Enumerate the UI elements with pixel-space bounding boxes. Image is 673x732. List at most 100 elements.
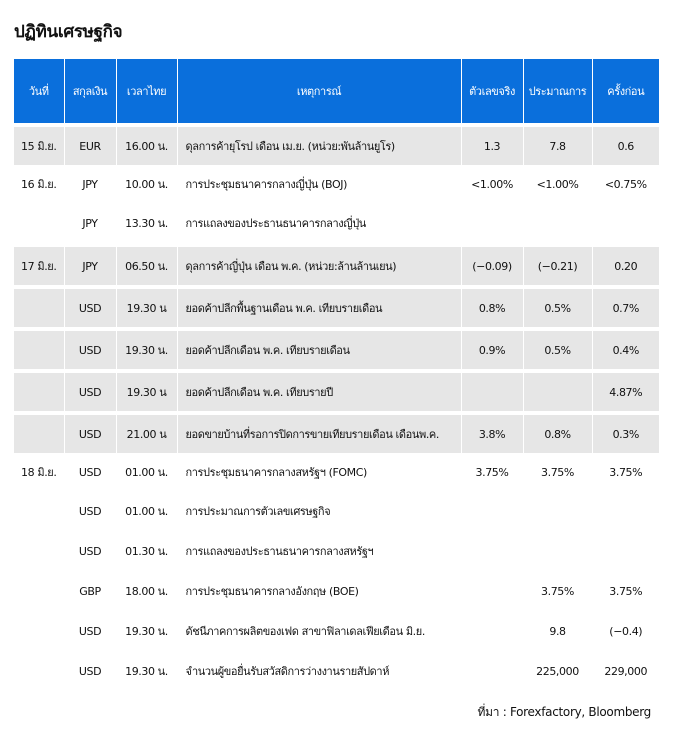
header-previous: ครั้งก่อน: [592, 59, 659, 123]
cell-event: ดัชนีภาคการผลิตของเฟด สาขาฟิลาเดลเฟียเดื…: [177, 611, 462, 651]
cell-actual: 1.3: [461, 127, 524, 165]
cell-event: ยอดค้าปลีกเดือน พ.ค. เทียบรายเดือน: [177, 331, 462, 369]
table-row: USD 19.30 น. ดัชนีภาคการผลิตของเฟด สาขาฟ…: [14, 611, 659, 651]
cell-time: 01.00 น.: [116, 491, 178, 531]
table-row: 18 มิ.ย. USD 01.00 น. การประชุมธนาคารกลา…: [14, 453, 659, 491]
cell-forecast: 0.8%: [523, 415, 593, 453]
cell-date: 15 มิ.ย.: [14, 127, 65, 165]
cell-event: ยอดค้าปลีกพื้นฐานเดือน พ.ค. เทียบรายเดือ…: [177, 289, 462, 327]
cell-currency: USD: [64, 415, 117, 453]
cell-currency: JPY: [64, 165, 117, 203]
cell-event: ดุลการค้ายุโรป เดือน เม.ย. (หน่วย:พันล้า…: [177, 127, 462, 165]
cell-forecast: 3.75%: [523, 571, 593, 611]
cell-currency: USD: [64, 373, 117, 411]
cell-actual: <1.00%: [461, 165, 524, 203]
cell-currency: USD: [64, 453, 117, 491]
cell-event: จำนวนผู้ขอยื่นรับสวัสดิการว่างงานรายสัปด…: [177, 651, 462, 691]
cell-date: [14, 373, 65, 411]
cell-previous: (−0.4): [592, 611, 659, 651]
cell-forecast: (−0.21): [523, 247, 593, 285]
cell-event: การแถลงของประธานธนาคารกลางสหรัฐฯ: [177, 531, 462, 571]
cell-time: 19.30 น.: [116, 331, 178, 369]
cell-previous: 0.20: [592, 247, 659, 285]
cell-currency: USD: [64, 331, 117, 369]
cell-date: 17 มิ.ย.: [14, 247, 65, 285]
cell-forecast: 9.8: [523, 611, 593, 651]
cell-currency: USD: [64, 289, 117, 327]
cell-actual: [461, 373, 524, 411]
source-note: ที่มา : Forexfactory, Bloomberg: [477, 705, 652, 719]
cell-time: 19.30 น.: [116, 651, 178, 691]
table-row: USD 19.30 น. ยอดค้าปลีกเดือน พ.ค. เทียบร…: [14, 331, 659, 369]
cell-date: [14, 571, 65, 611]
cell-date: [14, 611, 65, 651]
cell-forecast: 0.5%: [523, 289, 593, 327]
cell-time: 19.30 น: [116, 289, 178, 327]
cell-forecast: [523, 203, 593, 243]
cell-date: [14, 203, 65, 243]
cell-actual: [461, 531, 524, 571]
cell-actual: [461, 571, 524, 611]
cell-event: การแถลงของประธานธนาคารกลางญี่ปุ่น: [177, 203, 462, 243]
cell-time: 13.30 น.: [116, 203, 178, 243]
cell-previous: 3.75%: [592, 571, 659, 611]
cell-forecast: [523, 531, 593, 571]
table-row: USD 01.30 น. การแถลงของประธานธนาคารกลางส…: [14, 531, 659, 571]
header-forecast: ประมาณการ: [523, 59, 593, 123]
cell-currency: USD: [64, 611, 117, 651]
cell-currency: JPY: [64, 203, 117, 243]
cell-previous: 0.4%: [592, 331, 659, 369]
table-row: 16 มิ.ย. JPY 10.00 น. การประชุมธนาคารกลา…: [14, 165, 659, 203]
cell-previous: 3.75%: [592, 453, 659, 491]
cell-actual: 0.8%: [461, 289, 524, 327]
cell-date: [14, 651, 65, 691]
cell-previous: 0.6: [592, 127, 659, 165]
cell-date: [14, 491, 65, 531]
table-row: JPY 13.30 น. การแถลงของประธานธนาคารกลางญ…: [14, 203, 659, 243]
economic-calendar-table: วันที่ สกุลเงิน เวลาไทย เหตุการณ์ ตัวเลข…: [14, 59, 659, 691]
cell-actual: 3.75%: [461, 453, 524, 491]
cell-event: การประชุมธนาคารกลางญี่ปุ่น (BOJ): [177, 165, 462, 203]
cell-previous: 0.3%: [592, 415, 659, 453]
cell-forecast: [523, 491, 593, 531]
cell-date: [14, 289, 65, 327]
cell-time: 18.00 น.: [116, 571, 178, 611]
header-event: เหตุการณ์: [177, 59, 462, 123]
cell-actual: [461, 611, 524, 651]
table-row: 17 มิ.ย. JPY 06.50 น. ดุลการค้าญี่ปุ่น เ…: [14, 247, 659, 285]
cell-forecast: 3.75%: [523, 453, 593, 491]
cell-currency: EUR: [64, 127, 117, 165]
cell-actual: 3.8%: [461, 415, 524, 453]
cell-time: 10.00 น.: [116, 165, 178, 203]
cell-forecast: 0.5%: [523, 331, 593, 369]
cell-previous: [592, 531, 659, 571]
table-row: USD 19.30 น ยอดค้าปลีกเดือน พ.ค. เทียบรา…: [14, 373, 659, 411]
cell-actual: [461, 651, 524, 691]
cell-time: 19.30 น.: [116, 611, 178, 651]
cell-time: 01.00 น.: [116, 453, 178, 491]
table-header-row: วันที่ สกุลเงิน เวลาไทย เหตุการณ์ ตัวเลข…: [14, 59, 659, 123]
cell-actual: [461, 203, 524, 243]
table-row: USD 21.00 น ยอดขายบ้านที่รอการปิดการขายเ…: [14, 415, 659, 453]
table-row: GBP 18.00 น. การประชุมธนาคารกลางอังกฤษ (…: [14, 571, 659, 611]
cell-time: 06.50 น.: [116, 247, 178, 285]
header-currency: สกุลเงิน: [64, 59, 117, 123]
cell-actual: 0.9%: [461, 331, 524, 369]
cell-currency: GBP: [64, 571, 117, 611]
cell-event: ยอดขายบ้านที่รอการปิดการขายเทียบรายเดือน…: [177, 415, 462, 453]
cell-event: ดุลการค้าญี่ปุ่น เดือน พ.ค. (หน่วย:ล้านล…: [177, 247, 462, 285]
cell-time: 16.00 น.: [116, 127, 178, 165]
cell-forecast: <1.00%: [523, 165, 593, 203]
cell-currency: USD: [64, 651, 117, 691]
cell-currency: USD: [64, 531, 117, 571]
cell-previous: 4.87%: [592, 373, 659, 411]
header-actual: ตัวเลขจริง: [461, 59, 524, 123]
cell-event: การประชุมธนาคารกลางอังกฤษ (BOE): [177, 571, 462, 611]
cell-forecast: 225,000: [523, 651, 593, 691]
cell-time: 01.30 น.: [116, 531, 178, 571]
cell-event: ยอดค้าปลีกเดือน พ.ค. เทียบรายปี: [177, 373, 462, 411]
cell-time: 21.00 น: [116, 415, 178, 453]
cell-previous: 0.7%: [592, 289, 659, 327]
table-row: USD 19.30 น. จำนวนผู้ขอยื่นรับสวัสดิการว…: [14, 651, 659, 691]
cell-currency: USD: [64, 491, 117, 531]
